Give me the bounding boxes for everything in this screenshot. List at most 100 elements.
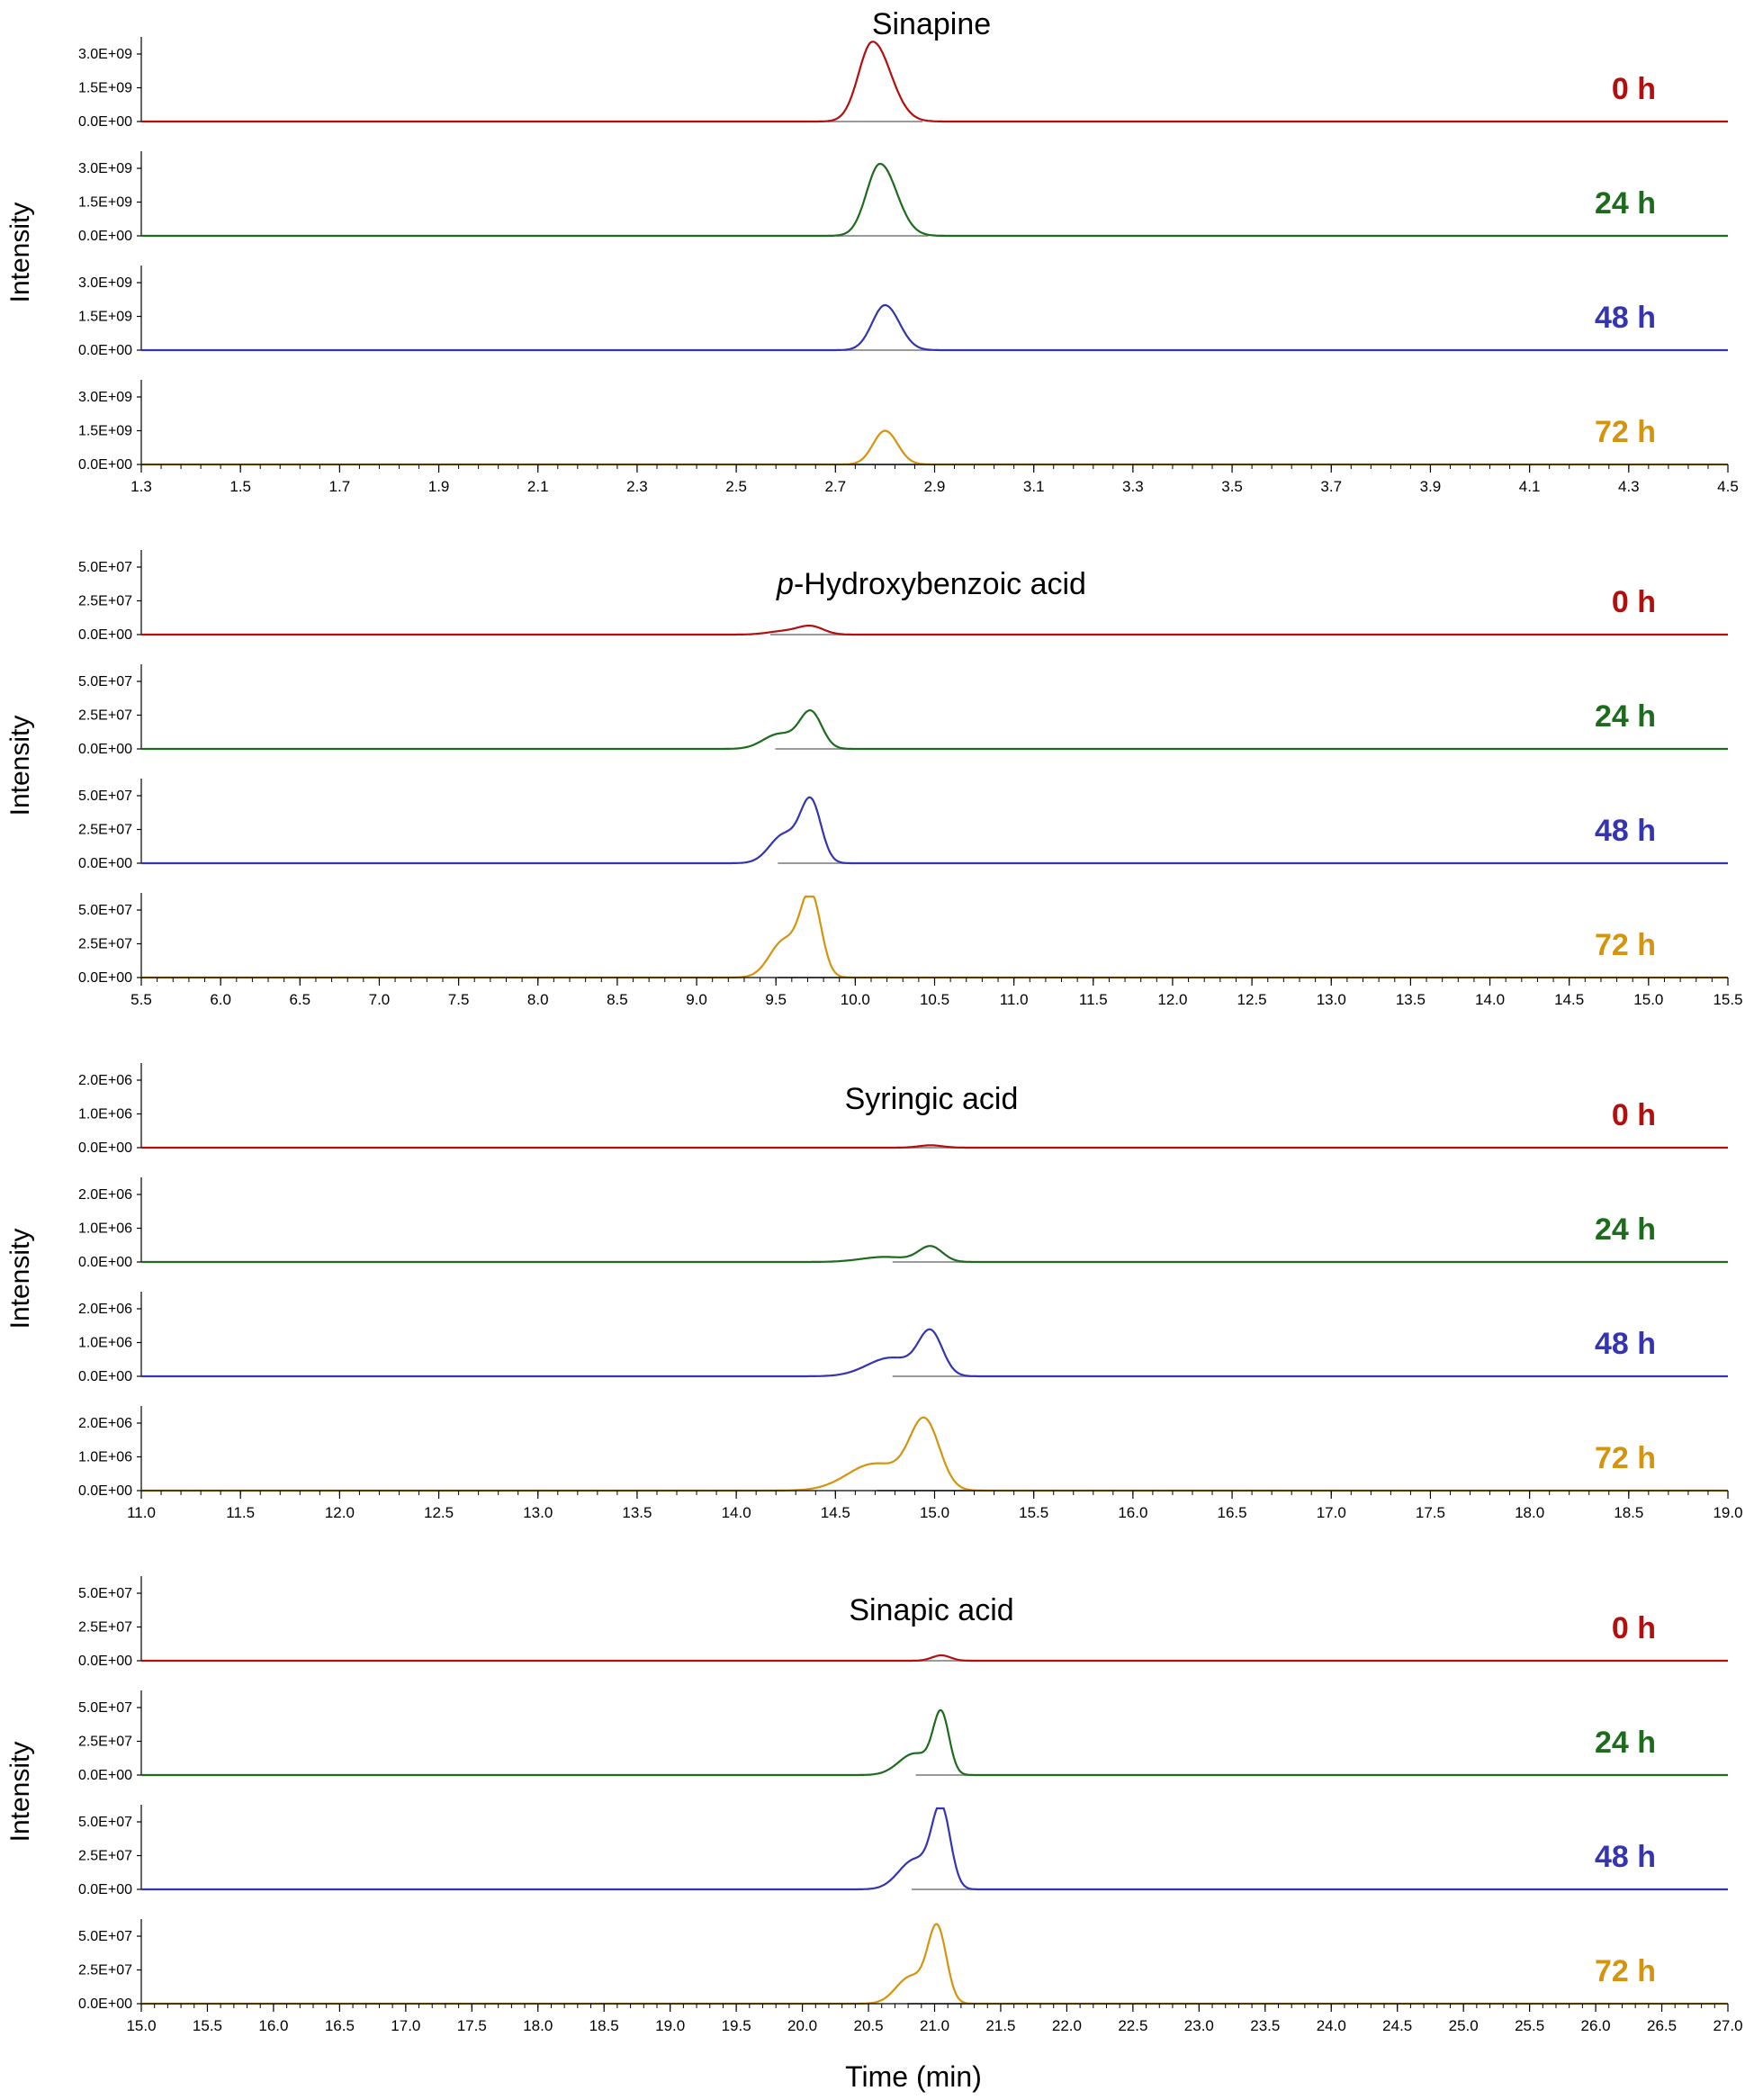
x-tick-label: 18.0	[523, 2017, 553, 2034]
x-tick-label: 5.5	[130, 991, 152, 1008]
x-tick-label: 27.0	[1713, 2017, 1742, 2034]
x-tick-label: 11.5	[226, 1504, 255, 1521]
y-tick-label: 0.0E+00	[78, 1140, 132, 1156]
x-tick-label: 2.1	[527, 478, 549, 495]
y-tick-label: 0.0E+00	[78, 856, 132, 871]
trace-0h: 0.0E+00 1.5E+09 3.0E+09 0 h	[78, 37, 1728, 130]
x-tick-label: 1.7	[329, 478, 351, 495]
y-tick-label: 3.0E+09	[78, 390, 132, 405]
chart-title: Sinapine	[872, 7, 991, 41]
series-label: 72 h	[1595, 928, 1656, 962]
chart-panel-0: Sinapine 0.0E+00 1.5E+09 3.0E+09 0 h 0.0E+00 1…	[5, 7, 1739, 495]
series-label: 0 h	[1612, 1098, 1656, 1132]
y-tick-label: 0.0E+00	[78, 1768, 132, 1783]
x-tick-label: 4.3	[1618, 478, 1640, 495]
x-tick-label: 19.0	[1713, 1504, 1742, 1521]
trace-48h: 0.0E+00 1.5E+09 3.0E+09 48 h	[78, 266, 1728, 358]
x-tick-label: 3.3	[1122, 478, 1144, 495]
series-line	[141, 1923, 1728, 2005]
x-tick-label: 26.5	[1647, 2017, 1677, 2034]
y-tick-label: 1.5E+09	[78, 310, 132, 325]
y-axis-label: Intensity	[5, 1742, 35, 1843]
x-tick-label: 14.5	[1554, 991, 1584, 1008]
chart-title-rest: -Hydroxybenzoic acid	[794, 567, 1086, 601]
x-tick-label: 10.5	[920, 991, 949, 1008]
y-tick-label: 2.5E+07	[78, 594, 132, 609]
x-tick-label: 24.0	[1317, 2017, 1346, 2034]
trace-24h: 0.0E+00 1.5E+09 3.0E+09 24 h	[78, 151, 1728, 244]
trace-0h: 0.0E+00 2.5E+07 5.0E+07 0 h	[78, 550, 1728, 643]
x-tick-label: 21.0	[920, 2017, 949, 2034]
x-tick-label: 15.0	[920, 1504, 949, 1521]
x-tick-label: 2.5	[725, 478, 747, 495]
series-label: 24 h	[1595, 1726, 1656, 1760]
series-label: 24 h	[1595, 1212, 1656, 1247]
y-tick-label: 0.0E+00	[78, 1483, 132, 1499]
y-tick-label: 5.0E+07	[78, 560, 132, 575]
x-tick-label: 19.5	[722, 2017, 751, 2034]
y-tick-label: 3.0E+09	[78, 161, 132, 176]
y-tick-label: 1.5E+09	[78, 424, 132, 439]
y-tick-label: 2.5E+07	[78, 937, 132, 952]
x-tick-label: 17.5	[457, 2017, 487, 2034]
x-tick-label: 3.7	[1320, 478, 1342, 495]
y-tick-label: 0.0E+00	[78, 1654, 132, 1669]
series-line	[141, 1328, 1728, 1378]
x-tick-label: 3.9	[1420, 478, 1442, 495]
x-tick-label: 21.5	[985, 2017, 1015, 2034]
series-line	[141, 1416, 1728, 1492]
x-tick-label: 11.0	[1000, 991, 1029, 1008]
series-label: 24 h	[1595, 186, 1656, 221]
y-tick-label: 5.0E+07	[78, 789, 132, 804]
x-tick-label: 16.0	[258, 2017, 288, 2034]
series-label: 48 h	[1595, 1840, 1656, 1874]
chart-title-italic: p	[776, 567, 794, 601]
x-tick-label: 9.5	[765, 991, 787, 1008]
chart-title: p-Hydroxybenzoic acid	[776, 567, 1086, 601]
series-label: 48 h	[1595, 301, 1656, 335]
series-line	[141, 624, 1728, 636]
y-tick-label: 2.5E+07	[78, 1963, 132, 1978]
trace-24h: 0.0E+00 2.5E+07 5.0E+07 24 h	[78, 664, 1728, 757]
y-tick-label: 3.0E+09	[78, 47, 132, 62]
y-tick-label: 0.0E+00	[78, 1996, 132, 2012]
y-tick-label: 1.0E+06	[78, 1221, 132, 1237]
y-tick-label: 0.0E+00	[78, 742, 132, 757]
series-line	[141, 1708, 1728, 1777]
x-tick-label: 12.0	[325, 1504, 355, 1521]
x-tick-label: 4.5	[1717, 478, 1739, 495]
chart-title: Sinapic acid	[849, 1593, 1013, 1627]
y-tick-label: 2.0E+06	[78, 1187, 132, 1203]
x-tick-label: 3.5	[1221, 478, 1243, 495]
x-tick-label: 2.3	[626, 478, 648, 495]
x-tick-label: 18.5	[589, 2017, 619, 2034]
x-tick-label: 7.0	[369, 991, 391, 1008]
y-tick-label: 5.0E+07	[78, 1929, 132, 1944]
x-tick-label: 8.0	[527, 991, 549, 1008]
x-tick-label: 12.5	[1237, 991, 1267, 1008]
x-tick-label: 12.5	[424, 1504, 454, 1521]
y-tick-label: 2.0E+06	[78, 1302, 132, 1317]
series-line	[141, 708, 1728, 751]
x-tick-label: 14.5	[821, 1504, 850, 1521]
y-tick-label: 0.0E+00	[78, 114, 132, 130]
trace-24h: 0.0E+00 2.5E+07 5.0E+07 24 h	[78, 1690, 1728, 1783]
series-line	[141, 303, 1728, 352]
series-label: 24 h	[1595, 699, 1656, 734]
x-tick-label: 24.5	[1382, 2017, 1412, 2034]
series-line	[141, 895, 1728, 979]
x-tick-label: 2.9	[924, 478, 946, 495]
y-tick-label: 0.0E+00	[78, 970, 132, 986]
y-tick-label: 5.0E+07	[78, 1815, 132, 1830]
series-line	[141, 1144, 1728, 1149]
y-tick-label: 2.5E+07	[78, 708, 132, 724]
x-tick-label: 3.1	[1023, 478, 1045, 495]
x-tick-label: 20.5	[853, 2017, 883, 2034]
x-tick-label: 13.5	[622, 1504, 652, 1521]
x-tick-label: 6.0	[210, 991, 231, 1008]
y-tick-label: 2.5E+07	[78, 1620, 132, 1636]
trace-0h: 0.0E+00 2.5E+07 5.0E+07 0 h	[78, 1576, 1728, 1669]
x-tick-label: 15.5	[1713, 991, 1742, 1008]
x-tick-label: 18.5	[1614, 1504, 1643, 1521]
